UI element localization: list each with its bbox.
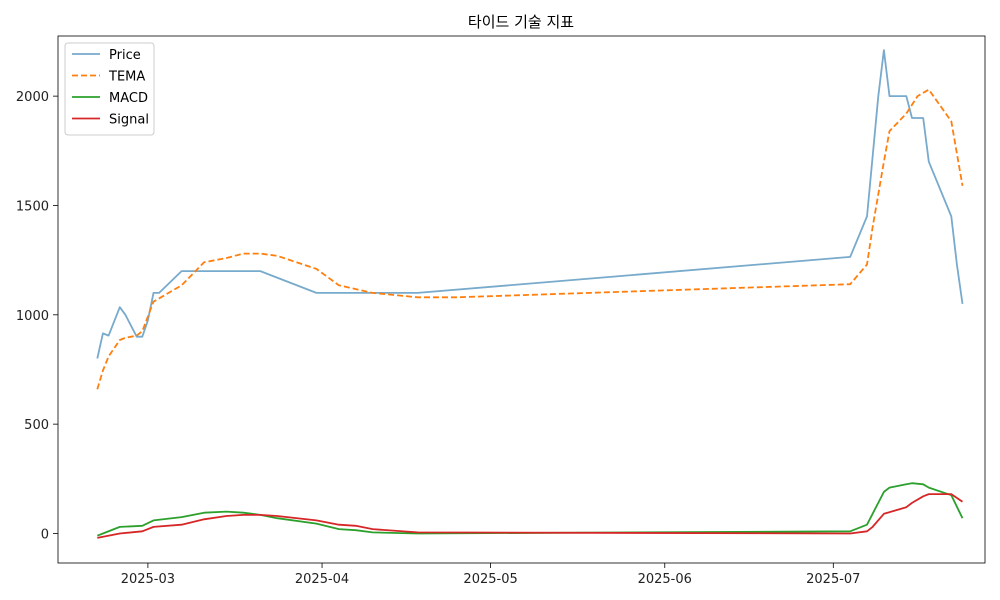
legend-label-macd: MACD [109, 91, 148, 106]
y-tick-label: 2000 [16, 90, 49, 105]
legend-label-tema: TEMA [108, 70, 145, 85]
plot-frame [57, 35, 986, 564]
x-tick-label: 2025-07 [806, 572, 860, 587]
legend-label-signal: Signal [109, 113, 149, 128]
y-tick-label: 1500 [16, 199, 49, 214]
series-line-price [96, 49, 964, 359]
y-tick-label: 500 [24, 418, 49, 433]
y-axis: 0 500 1000 1500 2000 [16, 90, 58, 542]
x-tick-label: 2025-03 [121, 572, 175, 587]
x-tick-label: 2025-04 [295, 572, 349, 587]
series-line-macd [96, 482, 964, 537]
x-tick-label: 2025-06 [638, 572, 692, 587]
y-tick-label: 1000 [16, 309, 49, 324]
y-tick-label: 0 [41, 527, 49, 542]
x-axis: 2025-03 2025-04 2025-05 2025-06 2025-07 [121, 563, 860, 587]
plot-area: 2025-03 2025-04 2025-05 2025-06 2025-07 0 500… [16, 35, 986, 587]
legend-label-price: Price [109, 48, 141, 63]
x-tick-label: 2025-05 [463, 572, 517, 587]
series-line-tema [96, 88, 964, 390]
legend: Price TEMA MACD Signal [64, 42, 155, 136]
chart-title: 타이드 기술 지표 [468, 13, 574, 31]
series-layer [96, 49, 964, 539]
legend-box [64, 42, 155, 136]
series-line-signal [97, 493, 964, 539]
